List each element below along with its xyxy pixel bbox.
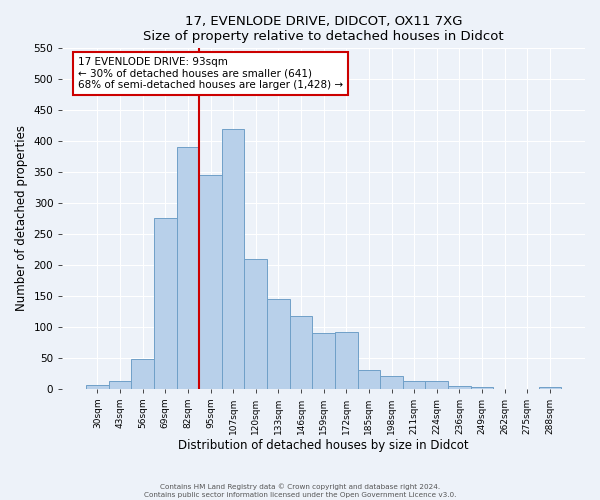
Bar — [86, 386, 109, 388]
Text: 17 EVENLODE DRIVE: 93sqm
← 30% of detached houses are smaller (641)
68% of semi-: 17 EVENLODE DRIVE: 93sqm ← 30% of detach… — [78, 57, 343, 90]
Bar — [403, 381, 425, 388]
Bar — [109, 381, 131, 388]
Bar — [199, 175, 222, 388]
Bar — [176, 148, 199, 388]
Bar — [154, 218, 176, 388]
Bar — [425, 381, 448, 388]
Bar — [267, 299, 290, 388]
Bar — [313, 333, 335, 388]
Bar — [358, 370, 380, 388]
Bar — [539, 386, 561, 388]
Bar — [335, 332, 358, 388]
Y-axis label: Number of detached properties: Number of detached properties — [15, 126, 28, 312]
Bar — [131, 359, 154, 388]
Bar — [290, 316, 313, 388]
Text: Contains HM Land Registry data © Crown copyright and database right 2024.
Contai: Contains HM Land Registry data © Crown c… — [144, 484, 456, 498]
Title: 17, EVENLODE DRIVE, DIDCOT, OX11 7XG
Size of property relative to detached house: 17, EVENLODE DRIVE, DIDCOT, OX11 7XG Siz… — [143, 15, 504, 43]
Bar — [448, 386, 471, 388]
Bar — [222, 128, 244, 388]
X-axis label: Distribution of detached houses by size in Didcot: Distribution of detached houses by size … — [178, 440, 469, 452]
Bar — [244, 258, 267, 388]
Bar — [380, 376, 403, 388]
